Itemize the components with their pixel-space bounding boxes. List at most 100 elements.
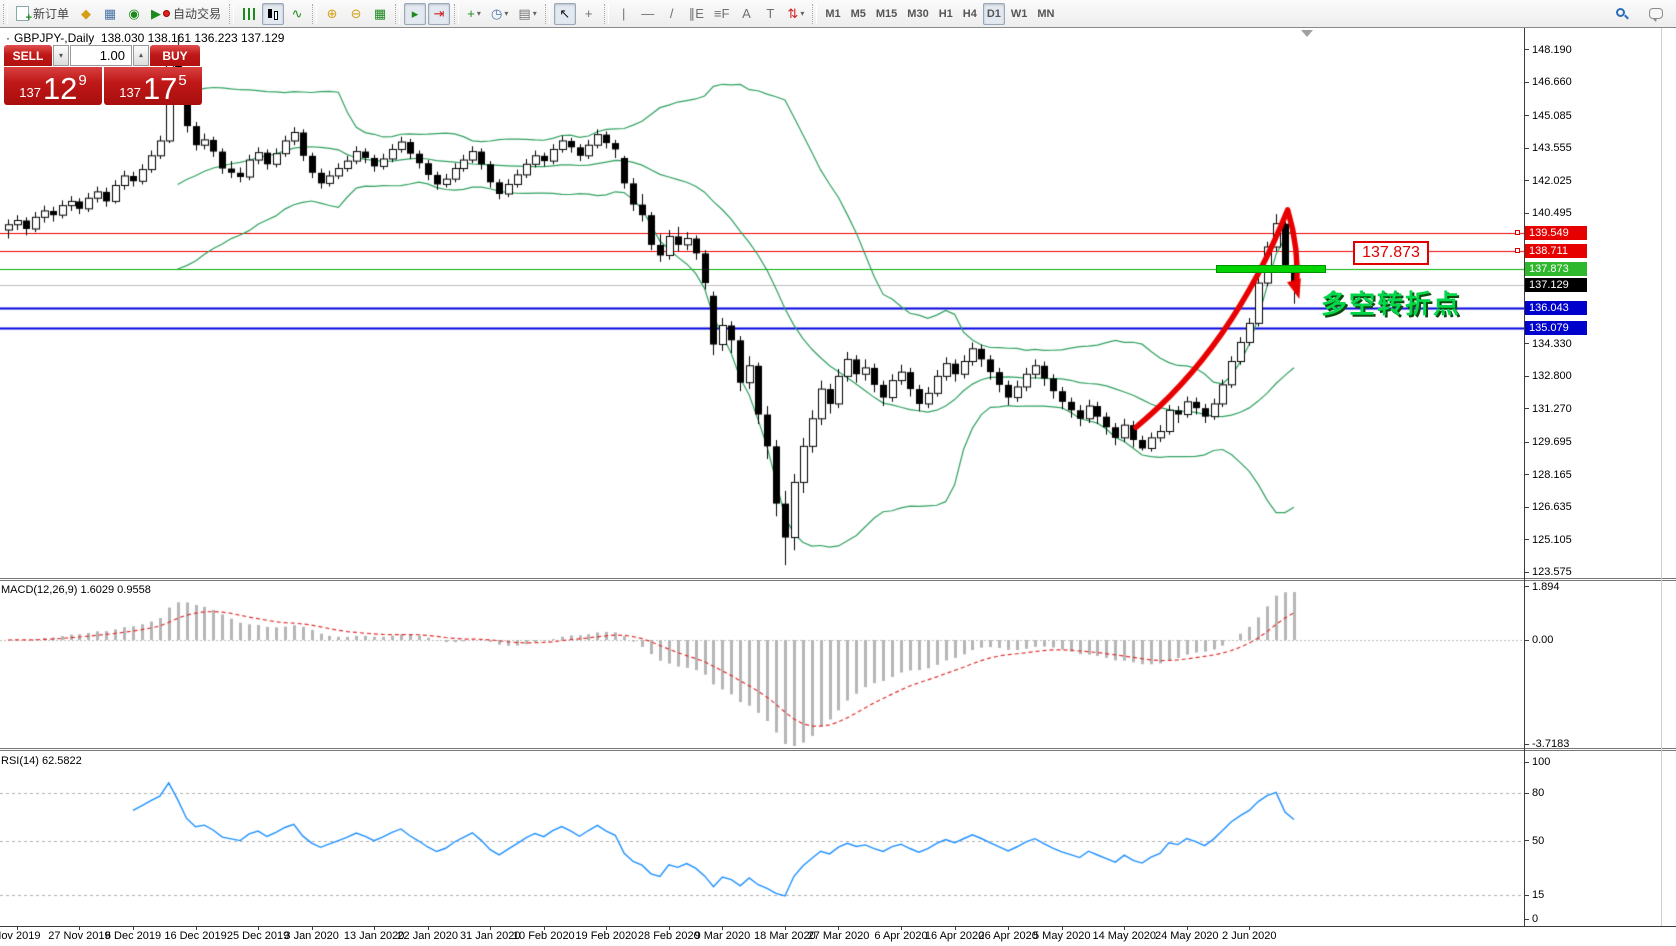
rsi-canvas[interactable] (0, 751, 1524, 926)
line-endpoint-marker[interactable] (1515, 230, 1520, 236)
profile-button[interactable]: ◆ (75, 3, 97, 25)
profile-icon: ◆ (81, 6, 92, 21)
templates-button[interactable]: ▤ ▾ (514, 3, 540, 25)
date-axis-label: 31 Jan 2020 (459, 930, 521, 942)
macd-canvas[interactable] (0, 581, 1524, 748)
date-axis-label: 19 Feb 2020 (575, 930, 638, 942)
line-chart-button[interactable]: ∿ (286, 3, 308, 25)
price-tick (1524, 49, 1529, 51)
bar-chart-button[interactable] (238, 3, 260, 25)
terminal-button[interactable]: ▦ (99, 3, 121, 25)
date-axis-label: 16 Apr 2020 (924, 930, 985, 942)
ohlc-values: 138.030 138.161 136.223 137.129 (100, 31, 285, 45)
pane-splitter[interactable] (0, 748, 1676, 751)
new-order-label: 新订单 (33, 7, 70, 21)
horizontal-line-button[interactable]: — (637, 3, 659, 25)
volume-decrease-button[interactable]: ▾ (53, 45, 69, 66)
price-tick (1524, 147, 1529, 149)
price-annotation-box[interactable]: 137.873 (1353, 241, 1429, 265)
periods-button[interactable]: ◷ ▾ (487, 3, 512, 25)
autotrading-button[interactable]: ▶ 自动交易 (147, 3, 225, 25)
chart-shift-button[interactable]: ⇥ (428, 2, 451, 25)
timeframe-button-m15[interactable]: M15 (875, 7, 898, 20)
zoom-out-button[interactable]: ⊖ (345, 3, 367, 25)
templates-icon: ▤ (518, 6, 531, 21)
date-axis-label: 5 May 2020 (1032, 930, 1091, 942)
candlestick-chart-button[interactable] (262, 2, 285, 25)
date-tick (668, 927, 670, 930)
timeframe-button-m30[interactable]: M30 (907, 7, 929, 20)
zoom-in-button[interactable]: ⊕ (321, 3, 343, 25)
signals-button[interactable]: ◉ (123, 3, 145, 25)
buy-button[interactable]: BUY (150, 45, 200, 66)
price-line-label: 139.549 (1525, 226, 1587, 241)
date-tick (258, 927, 260, 930)
trendline-icon: / (669, 6, 674, 21)
terminal-icon: ▦ (103, 6, 117, 21)
price-chart-canvas[interactable] (0, 29, 1524, 578)
vertical-line-button[interactable]: | (613, 3, 635, 25)
date-axis-label: 9 Mar 2020 (694, 930, 751, 942)
price-axis-label: 125.105 (1532, 533, 1572, 546)
cursor-button[interactable]: ↖ (553, 2, 576, 25)
price-tick (1524, 81, 1529, 83)
pane-splitter[interactable] (0, 578, 1676, 581)
timeframe-button-m1[interactable]: M1 (825, 7, 841, 20)
timeframe-button-h1[interactable]: H1 (938, 7, 953, 20)
sell-price-button[interactable]: 137 12 9 (4, 67, 102, 105)
indicators-button[interactable]: + ▾ (463, 3, 485, 25)
date-tick (901, 927, 902, 930)
fibonacci-button[interactable]: ≡F (710, 3, 734, 25)
price-axis-label: 146.660 (1532, 76, 1572, 89)
timeframe-button-mn[interactable]: MN (1037, 7, 1055, 20)
indicators-icon: + (467, 6, 475, 21)
date-axis-label: Nov 2019 (0, 930, 41, 942)
buy-price-button[interactable]: 137 17 5 (104, 67, 202, 105)
text-button[interactable]: A (735, 3, 757, 25)
channel-button[interactable]: ∥E (685, 3, 708, 25)
chart-shift-marker[interactable] (1301, 30, 1313, 37)
timeframe-button-d1[interactable]: D1 (982, 2, 1005, 25)
tile-windows-button[interactable]: ▦ (369, 3, 391, 25)
crosshair-button[interactable]: + (578, 3, 600, 25)
buy-price-big: 17 (142, 70, 178, 106)
toolbar-grip (312, 3, 318, 24)
price-axis-label: 140.495 (1532, 207, 1572, 220)
search-button[interactable] (1611, 3, 1633, 25)
timeframe-button-w1[interactable]: W1 (1010, 7, 1028, 20)
date-axis-label: 6 Apr 2020 (874, 930, 928, 942)
new-order-button[interactable]: + 新订单 (12, 3, 73, 25)
timeframe-button-h4[interactable]: H4 (962, 7, 977, 20)
rsi-axis-label: 15 (1532, 889, 1545, 902)
caret-down-icon: ▾ (800, 9, 805, 18)
symbol-period-label: GBPJPY-,Daily (14, 31, 95, 45)
rsi-tick (1524, 761, 1529, 763)
sell-price-prefix: 137 (19, 85, 41, 100)
toolbar-grip (454, 3, 460, 24)
volume-input[interactable]: 1.00 (70, 45, 132, 66)
text-label-button[interactable]: T (759, 3, 781, 25)
trendline-button[interactable]: / (661, 3, 683, 25)
chart-window: · GBPJPY-,Daily 138.030 138.161 136.223 1… (0, 28, 1676, 946)
zoom-in-icon: ⊕ (326, 6, 338, 21)
price-axis-label: 134.330 (1532, 337, 1572, 350)
candlestick-chart-icon (267, 7, 279, 21)
macd-tick (1524, 586, 1529, 588)
turning-point-annotation[interactable]: 多空转折点 (1321, 289, 1462, 319)
price-tick (1524, 571, 1529, 573)
timeframe-button-m5[interactable]: M5 (850, 7, 866, 20)
date-axis-label: 26 Apr 2020 (978, 930, 1038, 942)
support-resistance-bar[interactable] (1216, 265, 1326, 273)
arrows-button[interactable]: ⇅ ▾ (783, 3, 808, 25)
toolbar-grip (3, 3, 8, 24)
volume-increase-button[interactable]: ▾ (133, 45, 149, 66)
auto-scroll-button[interactable]: ▸ (404, 2, 427, 25)
date-tick (1008, 927, 1010, 930)
rsi-axis-label: 0 (1532, 913, 1539, 925)
chat-button[interactable] (1645, 3, 1667, 25)
chat-icon (1649, 8, 1663, 22)
sell-button[interactable]: SELL (4, 45, 52, 66)
line-endpoint-marker[interactable] (1515, 248, 1520, 254)
